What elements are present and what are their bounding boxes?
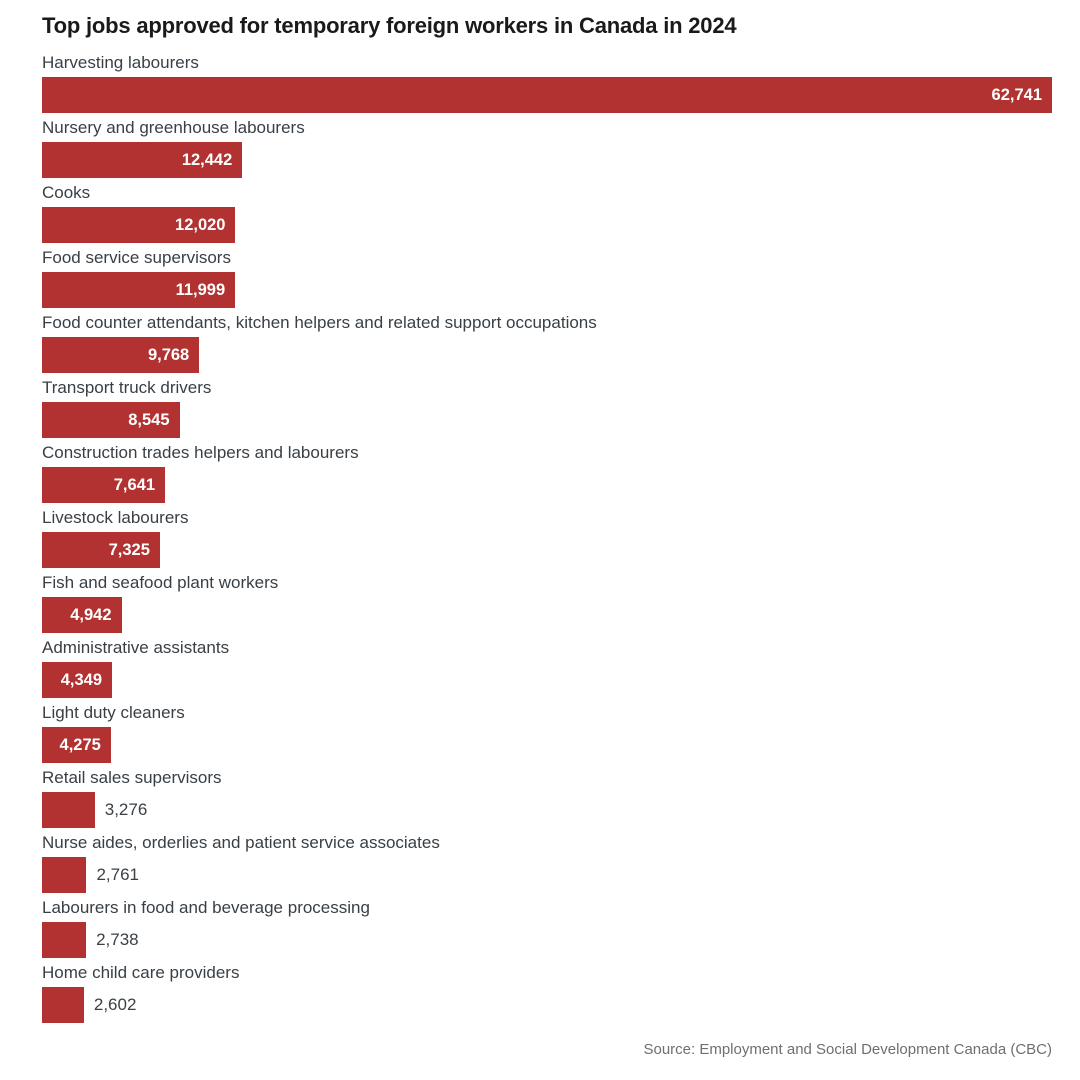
bar: 4,275 [42, 727, 111, 763]
bar: 7,641 [42, 467, 165, 503]
bar-value-label: 8,545 [128, 410, 170, 429]
bar-track: 11,999 [42, 272, 1052, 308]
bar: 12,442 [42, 142, 243, 178]
bar-track: 12,020 [42, 207, 1052, 243]
bar-category-label: Harvesting labourers [42, 53, 199, 72]
bar-row: Labourers in food and beverage processin… [42, 897, 1052, 958]
bar [42, 792, 95, 828]
bar: 4,349 [42, 662, 112, 698]
bar [42, 987, 84, 1023]
bar-category-label: Administrative assistants [42, 638, 230, 657]
bar-row: Food service supervisors 11,999 [42, 247, 1052, 308]
bar-track: 4,349 [42, 662, 1052, 698]
bar-row: Food counter attendants, kitchen helpers… [42, 312, 1052, 373]
bar-row: Livestock labourers 7,325 [42, 507, 1052, 568]
bar-category-label: Construction trades helpers and labourer… [42, 443, 359, 462]
bar-track: 8,545 [42, 402, 1052, 438]
bar-value-label: 2,761 [96, 865, 139, 884]
bar-row: Nurse aides, orderlies and patient servi… [42, 832, 1052, 893]
bar-value-label: 2,738 [96, 930, 139, 949]
bar-row: Construction trades helpers and labourer… [42, 442, 1052, 503]
bar [42, 922, 87, 958]
bar-value-label: 12,020 [175, 215, 226, 234]
bar-track: 2,602 [42, 987, 1052, 1023]
bar: 7,325 [42, 532, 160, 568]
bar: 12,020 [42, 207, 236, 243]
bar: 9,768 [42, 337, 200, 373]
bar-row: Light duty cleaners 4,275 [42, 702, 1052, 763]
chart-title: Top jobs approved for temporary foreign … [42, 13, 737, 38]
bar-value-label: 9,768 [147, 345, 190, 364]
bar-category-label: Livestock labourers [42, 508, 189, 527]
bar-track: 2,761 [42, 857, 1052, 893]
bar-value-label: 62,741 [991, 85, 1042, 104]
bar-category-label: Retail sales supervisors [42, 768, 222, 787]
bar-row: Administrative assistants 4,349 [42, 637, 1052, 698]
bar-category-label: Cooks [42, 183, 91, 202]
bar-value-label: 4,349 [60, 670, 102, 689]
bar-value-label: 3,276 [104, 800, 148, 819]
bar: 11,999 [42, 272, 236, 308]
bar-track: 2,738 [42, 922, 1052, 958]
bar-track: 62,741 [42, 77, 1052, 113]
bar: 4,942 [42, 597, 122, 633]
bar-category-label: Home child care providers [42, 963, 240, 982]
bar-track: 7,641 [42, 467, 1052, 503]
bar-value-label: 12,442 [181, 150, 233, 169]
bar-category-label: Transport truck drivers [42, 378, 212, 397]
bar-value-label: 7,641 [113, 475, 155, 494]
bar-category-label: Light duty cleaners [42, 703, 185, 722]
bar-track: 4,275 [42, 727, 1052, 763]
bar-track: 4,942 [42, 597, 1052, 633]
bar-track: 9,768 [42, 337, 1052, 373]
bar-track: 3,276 [42, 792, 1052, 828]
bar-row: Cooks 12,020 [42, 182, 1052, 243]
bar-value-label: 4,275 [59, 735, 101, 754]
bar-chart: Harvesting labourers 62,741 Nursery and gr… [42, 52, 1052, 1023]
bar-category-label: Nurse aides, orderlies and patient servi… [42, 833, 440, 852]
bar-value-label: 7,325 [108, 540, 150, 559]
bar-row: Nursery and greenhouse labourers 12,442 [42, 117, 1052, 178]
bar-category-label: Food service supervisors [42, 248, 231, 267]
bar: 62,741 [42, 77, 1052, 113]
bar-value-label: 2,602 [93, 995, 137, 1014]
bar [42, 857, 87, 893]
bar-category-label: Nursery and greenhouse labourers [42, 118, 305, 137]
bar-value-label: 4,942 [70, 605, 112, 624]
bar-category-label: Fish and seafood plant workers [42, 573, 279, 592]
bar-track: 12,442 [42, 142, 1052, 178]
bar-row: Retail sales supervisors 3,276 [42, 767, 1052, 828]
bar-row: Transport truck drivers 8,545 [42, 377, 1052, 438]
bar-category-label: Labourers in food and beverage processin… [42, 898, 370, 917]
bar-value-label: 11,999 [175, 280, 226, 299]
source-note: Source: Employment and Social Developmen… [643, 1041, 1052, 1058]
bar-category-label: Food counter attendants, kitchen helpers… [42, 313, 597, 332]
bar-row: Harvesting labourers 62,741 [42, 52, 1052, 113]
bar: 8,545 [42, 402, 180, 438]
bar-track: 7,325 [42, 532, 1052, 568]
bar-row: Home child care providers 2,602 [42, 962, 1052, 1023]
bar-row: Fish and seafood plant workers 4,942 [42, 572, 1052, 633]
